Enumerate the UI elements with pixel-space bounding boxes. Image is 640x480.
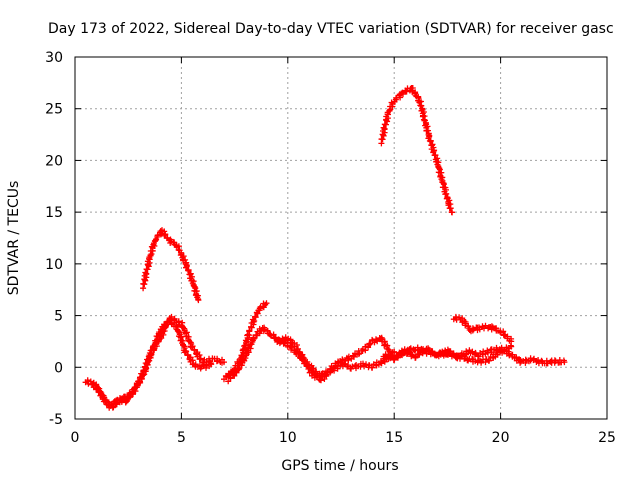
series-arc-3 [140, 227, 202, 304]
data-point-crosses [378, 85, 456, 216]
series-arc-5 [225, 324, 394, 385]
x-tick-label: 20 [492, 430, 510, 446]
data-point-crosses [225, 324, 394, 385]
series-arc-9 [378, 85, 456, 216]
x-tick-labels: 0 5 10 15 20 25 [71, 430, 616, 446]
series-arc-2 [89, 317, 215, 411]
x-axis-label: GPS time / hours [281, 458, 398, 474]
series-arc-4 [221, 300, 270, 383]
grid-layer [75, 57, 607, 419]
data-point-crosses [450, 313, 515, 345]
y-tick-labels: -5 0 5 10 15 20 25 30 [45, 50, 63, 428]
y-axis-label: SDTVAR / TECUs [6, 181, 22, 296]
tick-layer [74, 56, 608, 420]
data-points-layer [82, 85, 568, 411]
y-tick-label: 20 [45, 153, 63, 169]
y-tick-label: -5 [49, 412, 63, 428]
plot-frame [74, 56, 608, 420]
y-tick-label: 25 [45, 102, 63, 118]
data-point-crosses [89, 317, 215, 411]
x-tick-label: 25 [598, 430, 616, 446]
y-tick-label: 0 [54, 360, 63, 376]
data-point-crosses [140, 227, 202, 304]
series-arc-6 [274, 336, 398, 380]
x-tick-label: 15 [385, 430, 403, 446]
y-tick-label: 10 [45, 257, 63, 273]
chart-title: Day 173 of 2022, Sidereal Day-to-day VTE… [48, 21, 614, 37]
data-point-crosses [391, 342, 515, 366]
y-tick-label: 15 [45, 205, 63, 221]
x-tick-label: 0 [71, 430, 80, 446]
x-tick-label: 10 [279, 430, 297, 446]
series-arc-8 [391, 342, 515, 366]
data-point-crosses [274, 336, 398, 380]
y-tick-label: 5 [54, 309, 63, 325]
x-tick-label: 5 [177, 430, 186, 446]
series-arc-10 [450, 313, 515, 345]
data-point-crosses [221, 300, 270, 383]
y-tick-label: 30 [45, 50, 63, 66]
